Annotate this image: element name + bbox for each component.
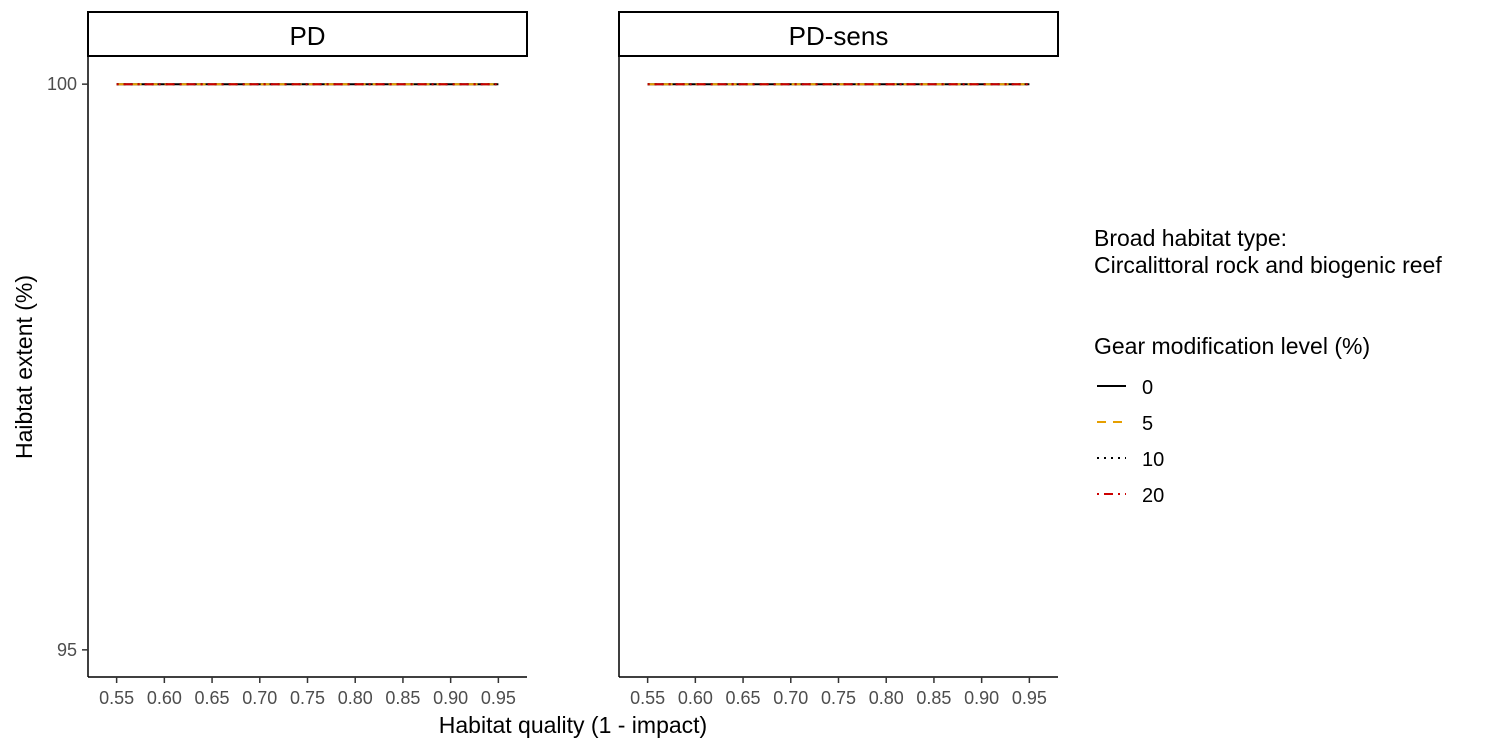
legend-label-10: 10 <box>1142 449 1164 471</box>
panel-pd-sens: 0.55 0.60 0.65 0.70 0.75 0.80 0.85 0.90 0.95 <box>618 57 1058 708</box>
legend-keys: 0 5 10 20 <box>1097 377 1164 507</box>
y-axis-label: Haibtat extent (%) <box>11 275 37 459</box>
strip-label-pd: PD <box>289 21 325 51</box>
x-tick-label: 0.60 <box>678 688 713 708</box>
x-tick-label: 0.75 <box>821 688 856 708</box>
strip-box-pd-sens <box>618 11 1059 57</box>
panel-pd: 0.55 0.60 0.65 0.70 0.75 0.80 0.85 0.90 0.95 95 10… <box>47 57 527 708</box>
legend-label-5: 5 <box>1142 413 1153 435</box>
x-tick-label: 0.65 <box>195 688 230 708</box>
x-tick-label: 0.70 <box>773 688 808 708</box>
x-tick-label: 0.70 <box>242 688 277 708</box>
y-tick-label: 95 <box>57 640 77 660</box>
x-tick-label: 0.55 <box>630 688 665 708</box>
x-tick-label: 0.65 <box>726 688 761 708</box>
x-tick-label: 0.85 <box>916 688 951 708</box>
x-tick-label: 0.85 <box>385 688 420 708</box>
legend-title-gear-level: Gear modification level (%) <box>1094 333 1370 359</box>
legend-title-habitat-name: Circalittoral rock and biogenic reef <box>1094 252 1442 278</box>
x-tick-label: 0.75 <box>290 688 325 708</box>
legend-label-20: 20 <box>1142 485 1164 507</box>
x-axis-label: Habitat quality (1 - impact) <box>439 712 707 738</box>
x-tick-label: 0.55 <box>99 688 134 708</box>
x-tick-label: 0.95 <box>1012 688 1047 708</box>
y-tick-label: 100 <box>47 74 77 94</box>
x-tick-label: 0.95 <box>481 688 516 708</box>
x-tick-label: 0.60 <box>147 688 182 708</box>
strip-box-pd <box>87 11 528 57</box>
facet-pd-sens: PD-sens 0.55 0.60 0.65 0.70 0.75 0.80 0.85 0.90… <box>618 11 1059 708</box>
legend-label-0: 0 <box>1142 377 1153 399</box>
facet-pd: PD 0.55 0.60 0.65 0.70 0.75 0.80 0.85 0.90 0.95 9… <box>47 11 528 708</box>
x-tick-label: 0.90 <box>964 688 999 708</box>
x-tick-label: 0.80 <box>338 688 373 708</box>
strip-label-pd-sens: PD-sens <box>789 21 889 51</box>
x-tick-label: 0.90 <box>433 688 468 708</box>
legend-title-habitat-type: Broad habitat type: <box>1094 225 1287 251</box>
x-tick-label: 0.80 <box>869 688 904 708</box>
legend: Broad habitat type: Circalittoral rock a… <box>1094 225 1442 507</box>
